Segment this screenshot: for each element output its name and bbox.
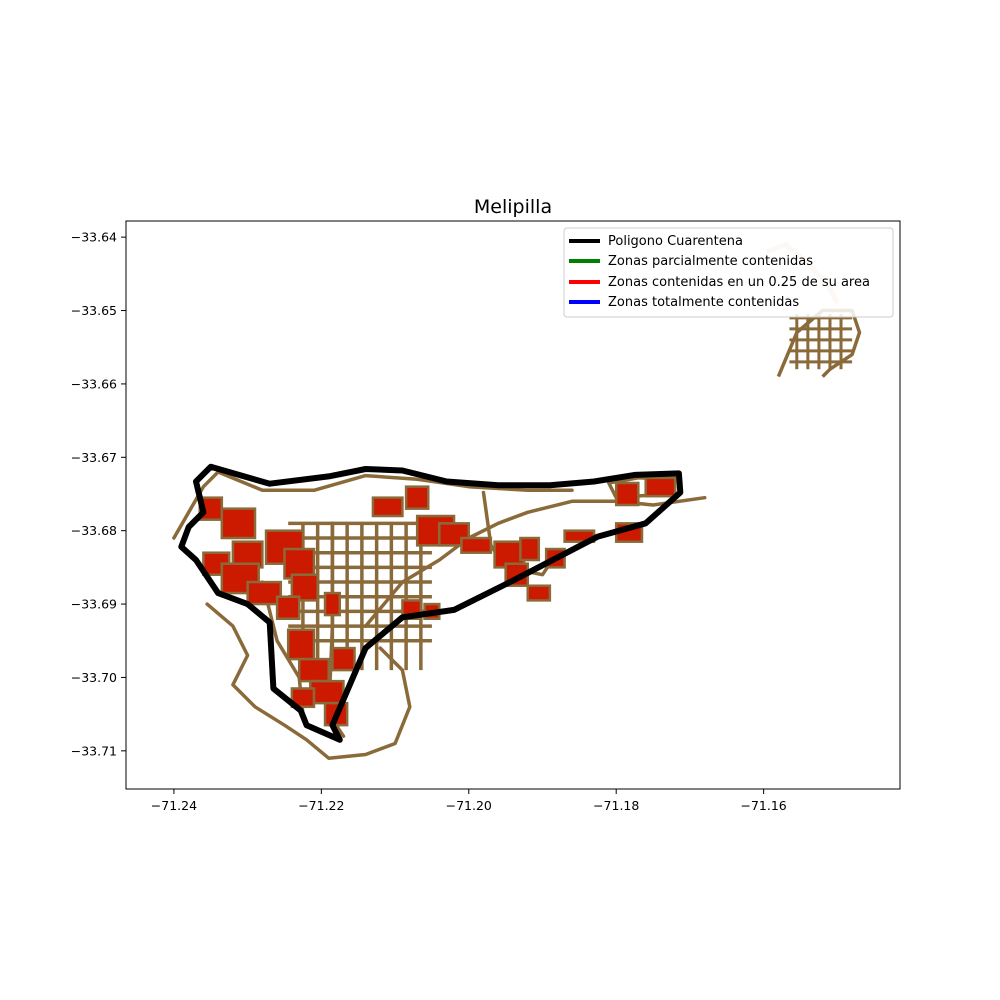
legend-box [563, 227, 894, 318]
legend-label-total: Zonas totalmente contenidas [608, 295, 799, 310]
x-tick-label-0: −71.24 [151, 798, 197, 813]
contained-zone-1 [220, 507, 257, 540]
x-tick-label-4: −71.16 [740, 798, 786, 813]
y-tick-label-1: −33.65 [71, 303, 117, 318]
legend-label-quarter: Zonas contenidas en un 0.25 de su area [608, 275, 870, 290]
contained-zone-17 [371, 496, 404, 518]
y-tick-label-6: −33.70 [71, 670, 117, 685]
legend-label-quarantine: Poligono Cuarentena [608, 234, 743, 249]
contained-zone-30 [614, 481, 640, 507]
contained-zone-16 [323, 591, 342, 617]
contained-zone-18 [404, 485, 430, 510]
contained-zone-12 [309, 679, 345, 705]
contained-zone-9 [275, 595, 301, 620]
x-tick-label-2: −71.20 [446, 798, 492, 813]
y-tick-label-0: −33.64 [71, 230, 117, 245]
contained-zone-25 [526, 584, 552, 602]
east-cluster-outline [776, 308, 862, 378]
contained-zone-11 [297, 657, 330, 683]
zone-outline-1 [205, 602, 412, 760]
contained-zone-13 [290, 687, 316, 709]
y-axis: −33.64 −33.65 −33.66 −33.67 −33.68 −33.69 −33.… [71, 230, 126, 758]
y-tick-label-7: −33.71 [71, 743, 117, 758]
contained-zone-21 [460, 536, 493, 554]
quarantine-polygon [178, 463, 684, 743]
x-axis: −71.24 −71.22 −71.20 −71.18 −71.16 [151, 789, 787, 813]
legend-label-partial: Zonas parcialmente contenidas [608, 254, 813, 269]
axes-frame [125, 220, 901, 790]
x-tick-label-3: −71.18 [593, 798, 639, 813]
zone-outline-0 [172, 470, 574, 540]
contained-zone-6 [264, 529, 305, 565]
contained-zone-24 [519, 536, 541, 562]
plot-area [172, 242, 862, 760]
contained-zone-10 [286, 628, 316, 661]
y-tick-label-4: −33.68 [71, 523, 117, 538]
y-tick-label-2: −33.66 [71, 376, 117, 391]
contained-zone-5 [246, 580, 283, 606]
legend: Poligono Cuarentena Zonas parcialmente c… [563, 227, 894, 318]
contained-zone-31 [644, 476, 677, 498]
y-tick-label-3: −33.67 [71, 450, 117, 465]
x-tick-label-1: −71.22 [298, 798, 344, 813]
contained-zone-15 [331, 646, 356, 672]
chart-title: Melipilla [474, 196, 552, 218]
y-tick-label-5: −33.69 [71, 597, 117, 612]
